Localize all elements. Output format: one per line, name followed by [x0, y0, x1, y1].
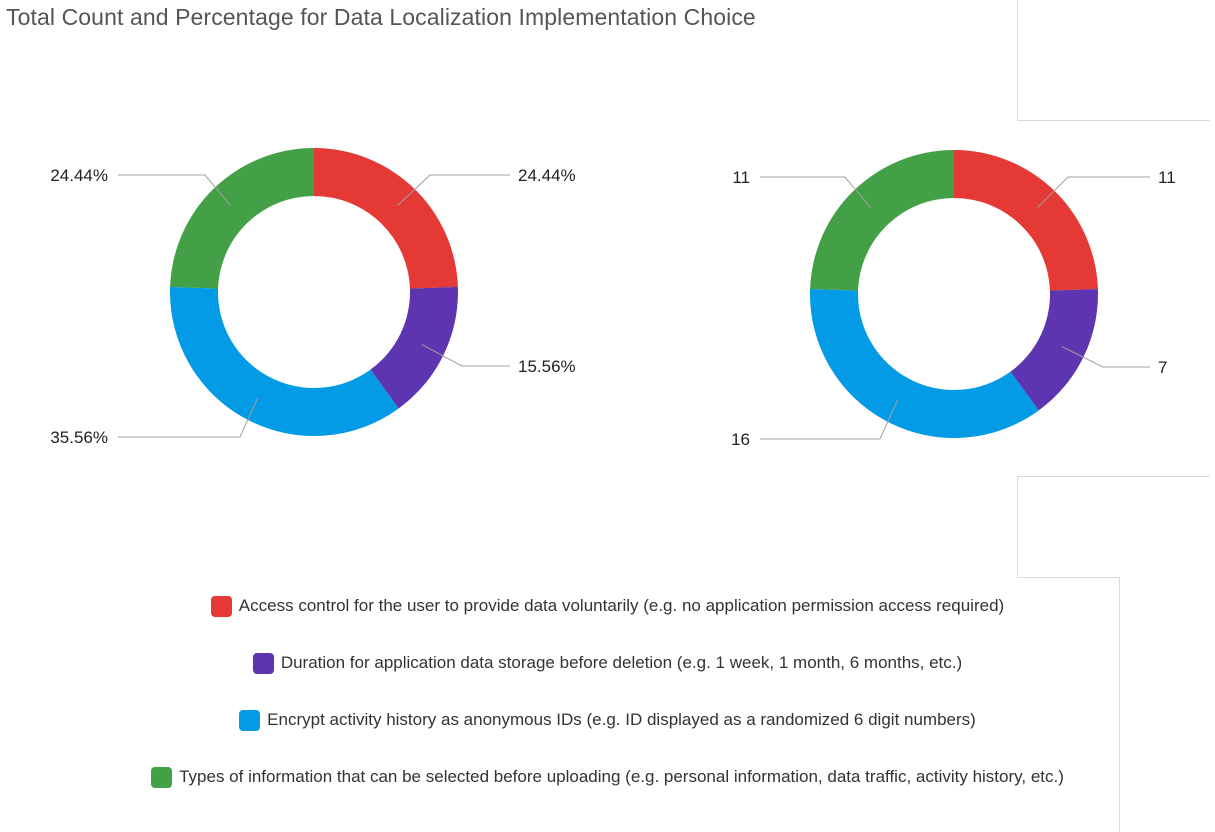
legend-item-encrypt[interactable]: Encrypt activity history as anonymous ID… [239, 706, 976, 734]
legend-label: Encrypt activity history as anonymous ID… [267, 710, 976, 729]
legend-item-duration[interactable]: Duration for application data storage be… [252, 649, 963, 677]
legend-swatch-red [210, 596, 232, 617]
data-label-types: 24.44% [50, 166, 108, 185]
panel-edge-mid-right-horizontal [1017, 476, 1210, 477]
legend-label: Access control for the user to provide d… [238, 596, 1005, 615]
donut-slice-duration[interactable] [370, 286, 458, 409]
donut-slice-types[interactable] [810, 150, 954, 291]
leader-line-encrypt [760, 399, 899, 440]
chart-title: Total Count and Percentage for Data Loca… [6, 4, 756, 30]
leader-line-types [118, 174, 232, 206]
donut-slice-encrypt[interactable] [170, 286, 399, 436]
panel-edge-top-right-vertical [1017, 0, 1018, 121]
legend-swatch-purple [252, 653, 274, 674]
legend-item-types[interactable]: Types of information that can be selecte… [143, 763, 1073, 791]
leader-line-duration [421, 344, 510, 367]
legend-swatch-blue [239, 710, 261, 731]
legend-item-access-control[interactable]: Access control for the user to provide d… [210, 592, 1005, 620]
donut-slice-duration[interactable] [1010, 288, 1098, 411]
data-label-encrypt: 16 [731, 430, 750, 449]
donut-slice-access-control[interactable] [314, 148, 458, 289]
data-label-encrypt: 35.56% [50, 428, 108, 447]
data-label-duration: 15.56% [518, 357, 576, 376]
data-label-access-control: 24.44% [518, 166, 576, 185]
donut-slice-access-control[interactable] [954, 150, 1098, 291]
panel-edge-mid-right-vertical [1017, 476, 1018, 578]
panel-edge-top-right-horizontal [1017, 120, 1210, 121]
legend-label: Duration for application data storage be… [280, 653, 963, 672]
leader-line-types [760, 176, 872, 208]
panel-edge-low-right-vertical [1119, 577, 1120, 832]
leader-line-duration [1061, 346, 1150, 368]
panel-edge-low-right-horizontal [1017, 577, 1120, 578]
leader-line-access-control [1037, 176, 1150, 209]
data-label-types: 11 [732, 168, 750, 187]
leader-line-encrypt [118, 397, 259, 438]
donut-slice-types[interactable] [170, 148, 314, 289]
legend-swatch-green [151, 767, 173, 788]
data-label-duration: 7 [1158, 358, 1167, 377]
chart-legend: Access control for the user to provide d… [0, 592, 1215, 820]
data-label-access-control: 11 [1158, 168, 1176, 187]
donut-slice-encrypt[interactable] [810, 288, 1039, 439]
legend-label: Types of information that can be selecte… [179, 767, 1064, 786]
leader-line-access-control [397, 174, 510, 207]
